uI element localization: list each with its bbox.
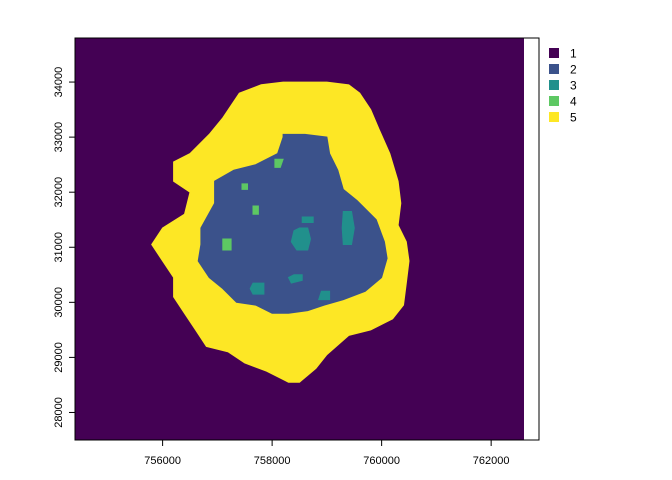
x-tick-label: 758000: [254, 455, 291, 467]
y-axis: 28000 29000 30000 31000 32000 33000 34000: [53, 67, 75, 428]
raster-zone-class-3: [301, 216, 314, 223]
x-axis: 756000 758000 760000 762000: [144, 440, 510, 467]
y-tick-label: 33000: [53, 122, 65, 153]
raster-zone-class-3: [341, 211, 355, 245]
raster-zone-class-4: [222, 238, 232, 251]
legend-swatch-1: [549, 48, 559, 58]
legend-label-2: 2: [570, 63, 577, 77]
raster-zone-class-2: [197, 133, 388, 314]
legend-label-3: 3: [570, 79, 577, 93]
plot-area: [75, 38, 524, 440]
x-tick-label: 762000: [473, 455, 510, 467]
legend: 1 2 3 4 5: [549, 47, 577, 125]
raster-zone-class-3: [318, 290, 331, 301]
y-tick-label: 34000: [53, 67, 65, 98]
legend-swatch-3: [549, 80, 559, 90]
y-tick-label: 28000: [53, 397, 65, 428]
legend-swatch-2: [549, 64, 559, 74]
legend-swatch-5: [549, 112, 559, 122]
raster-zone-class-3: [290, 227, 312, 251]
legend-swatch-4: [549, 96, 559, 106]
raster-zone-class-4: [274, 158, 284, 168]
x-tick-label: 756000: [144, 455, 181, 467]
raster-zone-class-3: [287, 274, 303, 284]
raster-zone-class-4: [241, 183, 248, 190]
y-tick-label: 30000: [53, 287, 65, 318]
y-tick-label: 29000: [53, 342, 65, 373]
raster-zone-class-4: [252, 205, 259, 215]
legend-label-4: 4: [570, 95, 577, 109]
raster-zone-class-3: [249, 282, 265, 295]
plot-frame: [74, 37, 540, 441]
y-tick-label: 31000: [53, 232, 65, 263]
y-tick-label: 32000: [53, 177, 65, 208]
x-tick-label: 760000: [363, 455, 400, 467]
legend-label-5: 5: [570, 111, 577, 125]
legend-label-1: 1: [570, 47, 577, 61]
